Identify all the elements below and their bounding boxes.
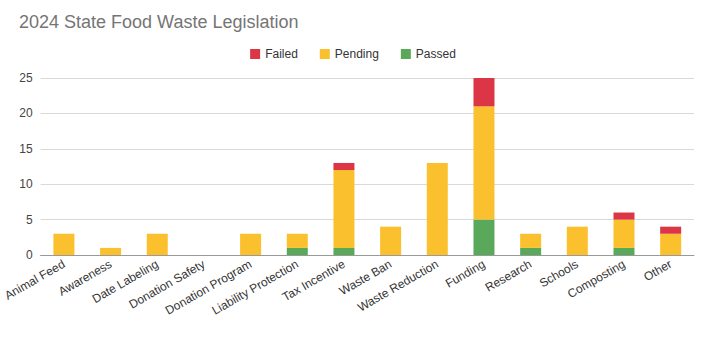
svg-text:10: 10 — [19, 177, 33, 191]
svg-text:Schools: Schools — [536, 256, 581, 291]
svg-text:5: 5 — [26, 213, 33, 227]
svg-text:Passed: Passed — [416, 47, 456, 61]
svg-text:Other: Other — [641, 257, 674, 284]
svg-text:Liability Protection: Liability Protection — [209, 256, 301, 318]
svg-text:Failed: Failed — [265, 47, 298, 61]
svg-text:Awareness: Awareness — [55, 256, 115, 299]
svg-text:Composting: Composting — [565, 257, 627, 301]
svg-text:15: 15 — [19, 142, 33, 156]
svg-text:20: 20 — [19, 106, 33, 120]
svg-text:Tax Incentive: Tax Incentive — [280, 257, 348, 304]
svg-text:Date Labeling: Date Labeling — [89, 256, 161, 306]
svg-text:0: 0 — [26, 248, 33, 262]
svg-text:Animal Feed: Animal Feed — [2, 257, 67, 303]
svg-text:Waste Ban: Waste Ban — [336, 256, 395, 299]
svg-text:Donation Safety: Donation Safety — [126, 256, 208, 312]
svg-text:Research: Research — [483, 257, 534, 295]
svg-text:Donation Program: Donation Program — [162, 256, 255, 318]
svg-text:Waste Reduction: Waste Reduction — [355, 257, 441, 315]
svg-text:Pending: Pending — [335, 47, 379, 61]
svg-text:2024 State Food Waste Legislat: 2024 State Food Waste Legislation — [19, 12, 299, 32]
svg-text:Funding: Funding — [443, 257, 488, 291]
svg-text:25: 25 — [19, 71, 33, 85]
